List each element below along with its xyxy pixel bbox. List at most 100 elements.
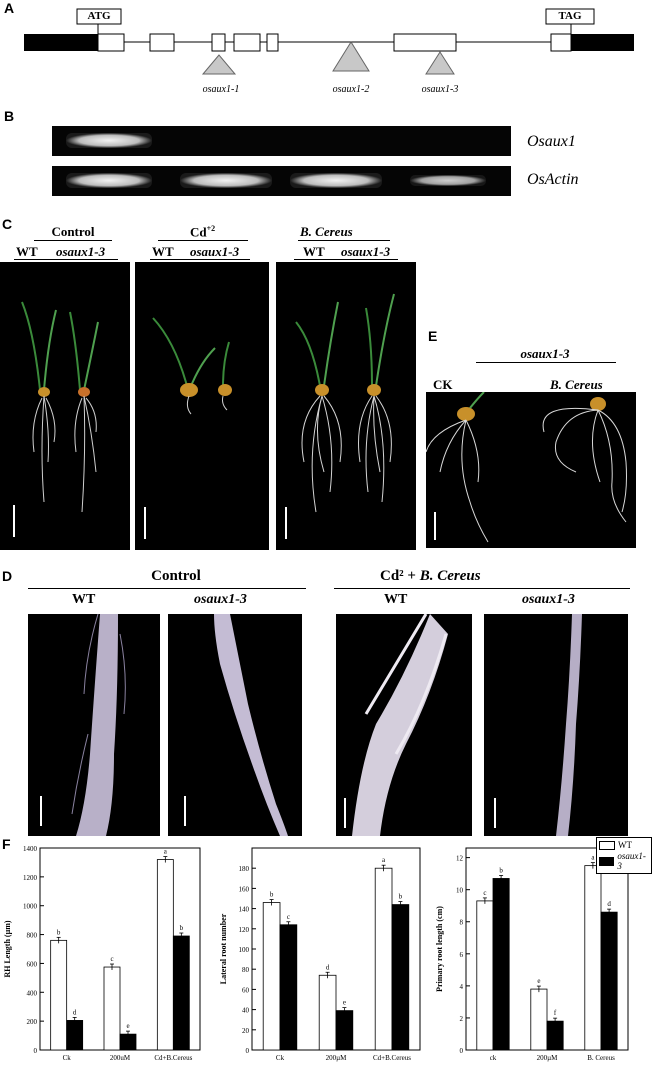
exon-2 xyxy=(149,33,175,52)
x-tick-label: Ck xyxy=(63,1054,72,1062)
significance-letter: b xyxy=(57,928,61,936)
bar-osaux1-3-ck xyxy=(492,878,510,1051)
actin-band-4 xyxy=(410,175,486,186)
bar-WT-200µM xyxy=(530,988,548,1051)
exon-4 xyxy=(233,33,261,52)
chart-legend: WT osaux1-3 xyxy=(596,837,652,874)
chart-primary-root: 0 2 4 6 8 10 12 Primary root length (cm) ck c b 200… xyxy=(435,847,629,1062)
panel-e-left-label: CK xyxy=(433,377,453,392)
y-tick-label: 160 xyxy=(239,885,250,893)
panel-e-letter: E xyxy=(428,328,438,344)
panel-a-letter: A xyxy=(4,0,15,16)
significance-letter: d xyxy=(607,900,611,908)
panel-c-group1-title: Control xyxy=(51,224,95,239)
significance-letter: b xyxy=(399,893,403,901)
panel-c-group3-sub1: WT xyxy=(303,244,325,259)
panel-d-label-4: osaux1-3 xyxy=(522,592,575,607)
legend-label-wt: WT xyxy=(618,840,632,850)
x-tick-label: 200µM xyxy=(537,1054,559,1062)
bar-WT-B. Cereus xyxy=(584,865,602,1051)
panel-d-letter: D xyxy=(2,568,13,584)
panel-d-label-2: osaux1-3 xyxy=(194,592,247,607)
seedling-photo-cd xyxy=(135,262,269,550)
exon-5 xyxy=(266,33,279,52)
x-tick-label: 200uM xyxy=(110,1054,131,1062)
panel-d-group2-title: Cd² + B. Cereus xyxy=(380,568,481,584)
osaux1-band-wt xyxy=(66,133,152,148)
significance-letter: b xyxy=(180,924,184,932)
y-tick-label: 0 xyxy=(246,1047,250,1055)
panel-c-letter: C xyxy=(2,216,13,232)
bar-osaux1-3-Ck xyxy=(279,924,298,1051)
y-tick-label: 800 xyxy=(27,932,38,940)
y-tick-label: 60 xyxy=(242,986,250,994)
chart-rh-length: 0 200 400 600 800 1000 1200 1400 RH Length (µm) C… xyxy=(3,845,201,1062)
y-tick-label: 0 xyxy=(34,1047,38,1055)
x-tick-label: Cd+B.Cereus xyxy=(373,1054,411,1062)
significance-letter: b xyxy=(270,891,274,899)
y-tick-label: 1200 xyxy=(23,874,38,882)
panel-c-group2-title: Cd+2 xyxy=(190,224,216,240)
exon-3 xyxy=(211,33,226,52)
x-tick-label: B. Cereus xyxy=(587,1054,615,1062)
allele-label-3: osaux1-3 xyxy=(421,84,459,95)
panel-b-letter: B xyxy=(4,108,15,124)
y-tick-label: 6 xyxy=(460,951,464,959)
tag-label: TAG xyxy=(558,10,582,22)
allele-label-1: osaux1-1 xyxy=(202,84,240,95)
y-tick-label: 600 xyxy=(27,960,38,968)
root-photo-mut-treated xyxy=(484,614,628,836)
y-tick-label: 400 xyxy=(27,989,38,997)
bar-osaux1-3-Cd+B.Cereus xyxy=(391,904,410,1051)
panel-c-group1-sub2: osaux1-3 xyxy=(56,244,106,259)
panel-c-group1-sub1: WT xyxy=(16,244,38,259)
bar-osaux1-3-200µM xyxy=(335,1010,354,1051)
y-tick-label: 100 xyxy=(239,946,250,954)
significance-letter: b xyxy=(499,866,503,874)
insertion-triangle-2 xyxy=(332,41,370,72)
y-tick-label: 140 xyxy=(239,906,250,914)
x-tick-label: Cd+B.Cereus xyxy=(154,1054,192,1062)
bar-osaux1-3-200µM xyxy=(546,1020,564,1051)
atg-box xyxy=(76,8,122,25)
y-tick-label: 1400 xyxy=(23,845,38,853)
utr5-block xyxy=(24,34,98,51)
bar-osaux1-3-Ck xyxy=(66,1020,84,1051)
y-tick-label: 40 xyxy=(242,1007,250,1015)
gel-row2-label: OsActin xyxy=(527,171,579,188)
y-tick-label: 1000 xyxy=(23,903,38,911)
significance-letter: c xyxy=(110,955,113,963)
panel-c-group3-sub2: osaux1-3 xyxy=(341,244,391,259)
seedling-photo-control xyxy=(0,262,130,550)
y-tick-label: 2 xyxy=(460,1015,464,1023)
exon-1 xyxy=(97,33,125,52)
bar-osaux1-3-Cd+B.Cereus xyxy=(172,935,190,1051)
bar-WT-200uM xyxy=(103,966,121,1051)
y-tick-label: 0 xyxy=(460,1047,464,1055)
exon-7 xyxy=(550,33,572,52)
root-photo-mut-control xyxy=(168,614,302,836)
seedling-photo-bcereus xyxy=(276,262,416,550)
allele-label-2: osaux1-2 xyxy=(332,84,370,95)
legend-swatch-wt xyxy=(599,840,615,850)
panel-e-photo xyxy=(425,391,636,548)
exon-6 xyxy=(393,33,457,52)
panel-e-title: osaux1-3 xyxy=(520,346,570,361)
panel-f-letter: F xyxy=(2,836,11,852)
bar-osaux1-3-B. Cereus xyxy=(600,911,618,1051)
significance-letter: c xyxy=(483,889,486,897)
tag-box xyxy=(545,8,595,25)
bar-WT-ck xyxy=(476,900,494,1051)
legend-swatch-mut xyxy=(599,856,615,866)
gel-row1-label: Osaux1 xyxy=(527,133,576,150)
actin-band-3 xyxy=(290,173,382,188)
y-axis-label: Lateral root number xyxy=(219,913,228,984)
significance-letter: f xyxy=(554,1009,557,1017)
panel-c-group3-title: B. Cereus xyxy=(300,224,353,239)
atg-label: ATG xyxy=(87,10,111,22)
y-tick-label: 20 xyxy=(242,1027,250,1035)
panel-e-right-label: B. Cereus xyxy=(550,377,603,392)
x-tick-label: ck xyxy=(490,1054,497,1062)
root-photo-wt-treated xyxy=(336,613,472,836)
significance-letter: e xyxy=(126,1022,129,1030)
